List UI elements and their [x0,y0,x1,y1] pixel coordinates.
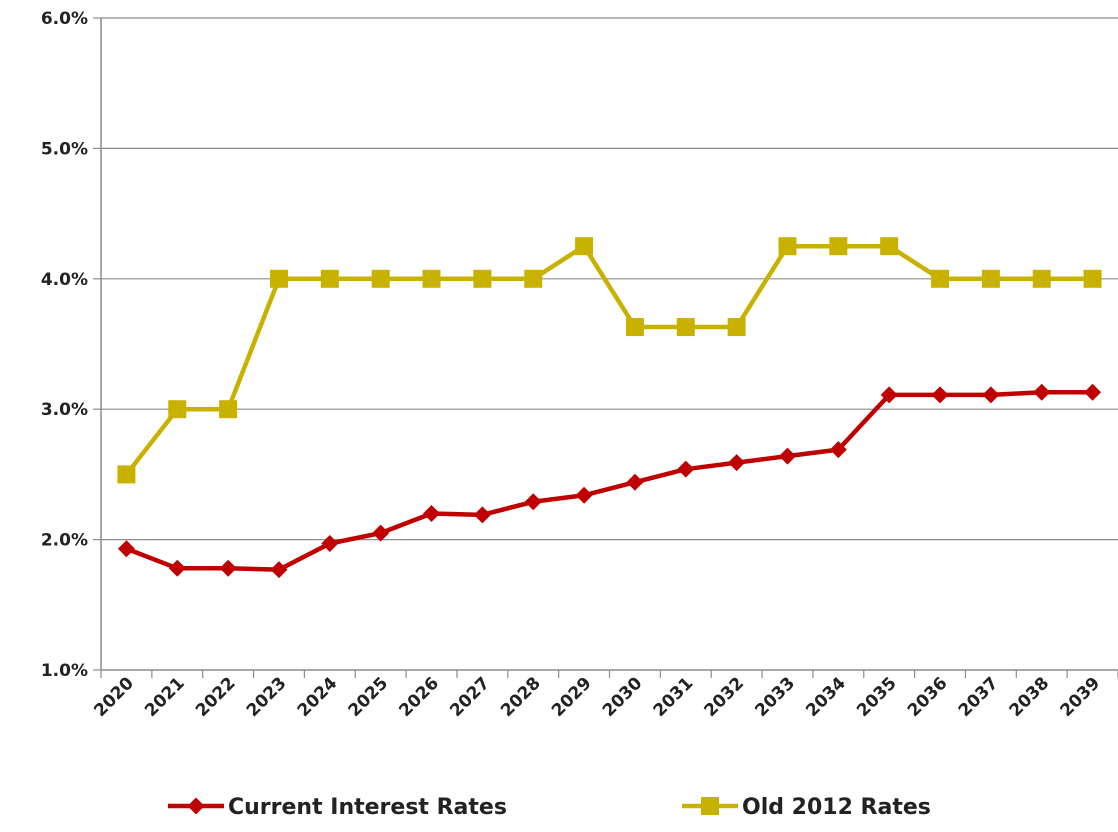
series-old-2012-rates [117,237,1102,484]
data-point [778,447,796,465]
data-point [677,460,695,478]
data-point [575,237,594,256]
y-tick-label: 6.0% [41,9,88,29]
axes [93,17,1118,678]
data-point [219,400,238,419]
data-point [931,269,950,288]
x-tick-label: 2035 [853,673,901,721]
legend-label: Old 2012 Rates [742,795,931,820]
data-point [117,465,136,484]
x-tick-label: 2031 [650,673,698,721]
data-point [219,559,237,577]
data-point [117,540,135,558]
data-point [1032,269,1051,288]
x-tick-label: 2021 [141,673,189,721]
legend-item: Old 2012 Rates [682,795,931,820]
data-point [473,269,492,288]
x-tick-label: 2028 [497,673,545,721]
data-point [168,400,187,419]
x-tick-label: 2030 [599,673,647,721]
y-tick-labels: 1.0% 2.0% 3.0% 4.0% 5.0% 6.0% [41,9,88,681]
data-point [829,237,848,256]
data-point [1083,269,1102,288]
data-point [575,486,593,504]
data-point [931,386,949,404]
data-point [625,318,644,337]
x-tick-label: 2023 [243,673,291,721]
data-point [1033,383,1051,401]
legend-label: Current Interest Rates [228,795,507,820]
data-point [269,269,288,288]
x-tick-labels: 2020 2021 2022 2023 2024 2025 2026 2027 2028 2029… [90,673,1104,721]
x-tick-label: 2034 [802,673,850,721]
y-tick-label: 1.0% [41,661,88,681]
x-tick-label: 2022 [192,673,240,721]
y-tick-label: 2.0% [41,531,88,551]
data-point [676,318,695,337]
data-point [524,269,543,288]
data-point [320,269,339,288]
x-tick-label: 2039 [1057,673,1105,721]
data-point [1084,383,1102,401]
legend-marker [701,797,719,815]
legend: Current Interest Rates Old 2012 Rates [168,795,931,820]
x-tick-label: 2029 [548,673,596,721]
legend-item: Current Interest Rates [168,795,507,820]
data-point [727,318,746,337]
y-tick-label: 5.0% [41,139,88,159]
data-point [168,559,186,577]
x-tick-label: 2027 [446,673,494,721]
data-point [778,237,797,256]
data-point [880,386,898,404]
data-point [981,269,1000,288]
data-point [270,561,288,579]
data-point [524,493,542,511]
x-tick-label: 2032 [701,673,749,721]
data-point [422,269,441,288]
data-point [982,386,1000,404]
data-point [728,454,746,472]
x-tick-label: 2024 [294,673,342,721]
series-current-interest-rates [117,383,1102,579]
x-tick-label: 2036 [904,673,952,721]
data-point [423,505,441,523]
legend-marker [187,797,205,815]
data-point [473,506,491,524]
data-point [372,524,390,542]
series [117,237,1102,579]
x-tick-label: 2037 [955,673,1003,721]
data-point [626,473,644,491]
series-line [125,389,1093,572]
data-point [321,535,339,553]
x-tick-label: 2025 [345,673,393,721]
x-tick-label: 2038 [1006,673,1054,721]
x-tick-label: 2033 [751,673,799,721]
x-tick-label: 2020 [90,673,138,721]
x-tick-label: 2026 [395,673,443,721]
data-point [829,441,847,459]
y-tick-label: 3.0% [41,400,88,420]
data-point [371,269,390,288]
data-point [880,237,899,256]
y-tick-label: 4.0% [41,270,88,290]
